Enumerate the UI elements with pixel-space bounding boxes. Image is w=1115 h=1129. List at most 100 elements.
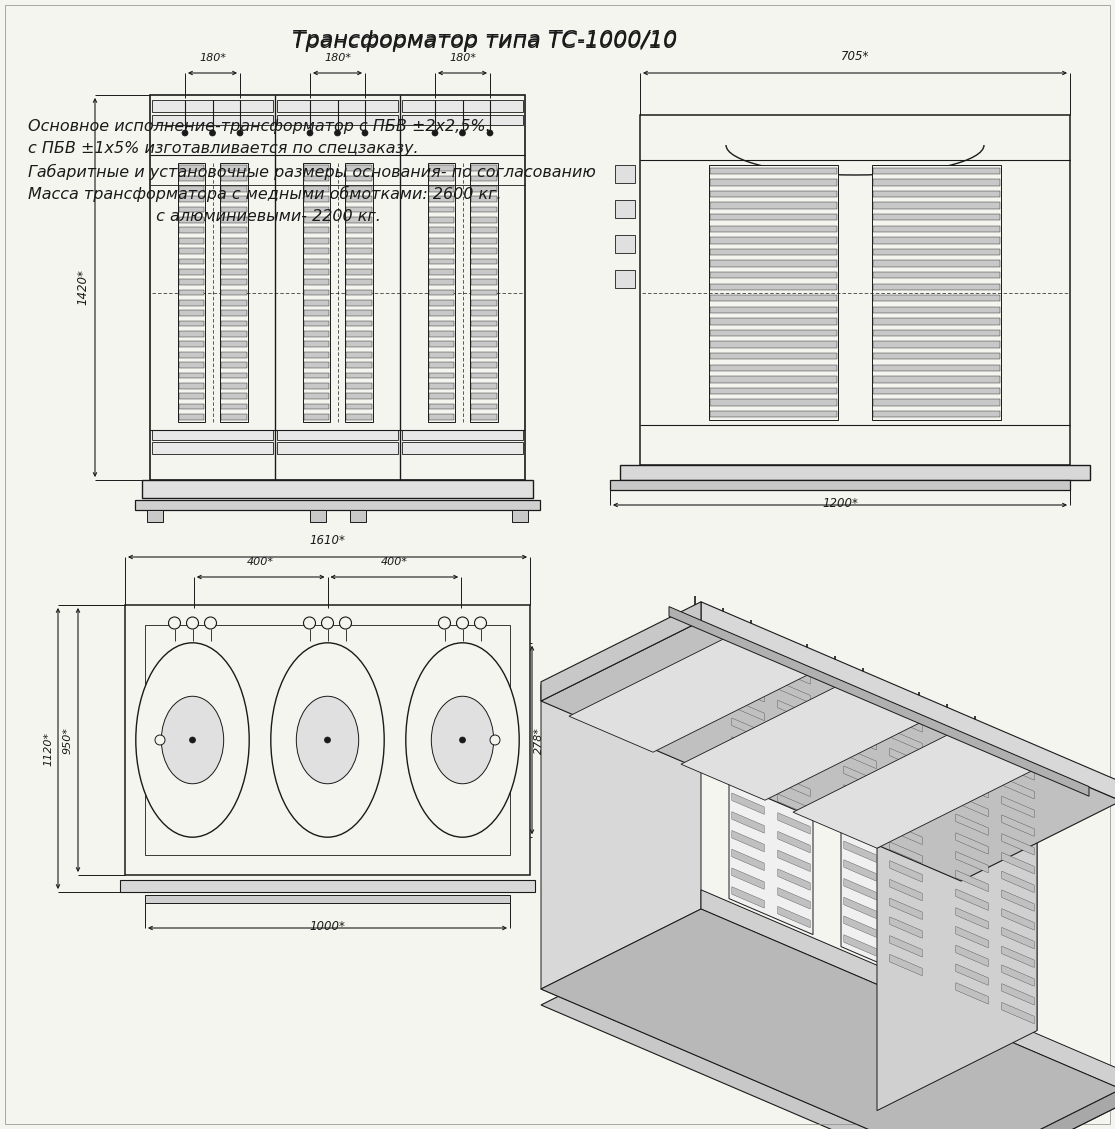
Bar xyxy=(428,176,454,182)
Polygon shape xyxy=(1001,965,1035,987)
Polygon shape xyxy=(701,890,1115,1089)
Bar xyxy=(615,165,636,183)
Circle shape xyxy=(210,130,215,135)
Polygon shape xyxy=(878,768,1037,1111)
Circle shape xyxy=(324,737,330,743)
Bar xyxy=(346,259,371,264)
Bar xyxy=(346,403,371,410)
Bar xyxy=(303,383,329,388)
Bar xyxy=(303,269,329,274)
Bar xyxy=(873,180,1000,185)
Text: 400*: 400* xyxy=(381,557,408,567)
Bar xyxy=(428,227,454,234)
Polygon shape xyxy=(681,684,925,800)
Bar xyxy=(147,510,163,522)
Bar xyxy=(346,165,371,170)
Polygon shape xyxy=(778,850,811,872)
Polygon shape xyxy=(1001,890,1035,911)
Bar xyxy=(873,365,1000,371)
Bar xyxy=(346,227,371,234)
Polygon shape xyxy=(778,907,811,928)
Polygon shape xyxy=(731,755,764,777)
Polygon shape xyxy=(778,737,811,759)
Bar xyxy=(145,625,510,855)
Bar xyxy=(710,307,836,313)
Polygon shape xyxy=(890,767,922,788)
Polygon shape xyxy=(1001,759,1035,780)
Polygon shape xyxy=(541,925,1115,1129)
Bar xyxy=(346,238,371,244)
Bar xyxy=(471,321,496,326)
Bar xyxy=(710,202,836,209)
Polygon shape xyxy=(1001,1003,1035,1024)
Bar xyxy=(178,373,204,378)
Bar xyxy=(178,300,204,306)
Bar xyxy=(152,115,273,125)
Bar xyxy=(471,300,496,306)
Bar xyxy=(428,310,454,316)
Bar xyxy=(428,207,454,212)
Polygon shape xyxy=(844,898,876,919)
Bar xyxy=(346,331,371,336)
Bar xyxy=(471,227,496,234)
Bar xyxy=(873,283,1000,290)
Bar xyxy=(710,167,836,174)
Bar xyxy=(428,414,454,420)
Bar xyxy=(303,217,329,222)
Bar xyxy=(346,186,371,192)
Polygon shape xyxy=(541,602,701,701)
Polygon shape xyxy=(956,964,988,986)
Bar xyxy=(427,163,455,422)
Bar xyxy=(221,269,246,274)
Circle shape xyxy=(339,618,351,629)
Circle shape xyxy=(307,130,313,135)
Bar xyxy=(303,290,329,296)
Polygon shape xyxy=(844,841,876,863)
Bar xyxy=(303,321,329,326)
Circle shape xyxy=(438,618,450,629)
Polygon shape xyxy=(778,794,811,815)
Polygon shape xyxy=(731,662,764,683)
Bar xyxy=(471,403,496,410)
Bar xyxy=(872,165,1001,420)
Bar xyxy=(346,176,371,182)
Polygon shape xyxy=(731,644,764,665)
Bar xyxy=(346,269,371,274)
Polygon shape xyxy=(844,804,876,825)
Bar xyxy=(873,167,1000,174)
Polygon shape xyxy=(890,917,922,938)
Bar xyxy=(428,259,454,264)
Bar xyxy=(710,237,836,244)
Bar xyxy=(221,300,246,306)
Bar xyxy=(303,238,329,244)
Bar xyxy=(471,414,496,420)
Bar xyxy=(152,100,273,112)
Bar xyxy=(178,217,204,222)
Bar xyxy=(873,261,1000,266)
Polygon shape xyxy=(890,936,922,957)
Bar xyxy=(471,341,496,347)
Bar xyxy=(178,393,204,399)
Bar xyxy=(471,331,496,336)
Bar xyxy=(709,165,837,420)
Polygon shape xyxy=(890,749,922,770)
Polygon shape xyxy=(956,927,988,948)
Bar xyxy=(873,318,1000,325)
Polygon shape xyxy=(956,814,988,835)
Polygon shape xyxy=(844,935,876,956)
Polygon shape xyxy=(956,795,988,816)
Bar xyxy=(178,290,204,296)
Bar xyxy=(471,217,496,222)
Bar xyxy=(221,290,246,296)
Bar xyxy=(346,300,371,306)
Bar xyxy=(610,480,1070,490)
Polygon shape xyxy=(778,869,811,891)
Text: с алюминиевыми- 2200 кг.: с алюминиевыми- 2200 кг. xyxy=(28,209,380,224)
Bar xyxy=(428,279,454,285)
Bar xyxy=(221,176,246,182)
Bar xyxy=(303,403,329,410)
Text: 1000*: 1000* xyxy=(310,920,346,933)
Bar xyxy=(471,269,496,274)
Bar xyxy=(428,373,454,378)
Bar xyxy=(471,290,496,296)
